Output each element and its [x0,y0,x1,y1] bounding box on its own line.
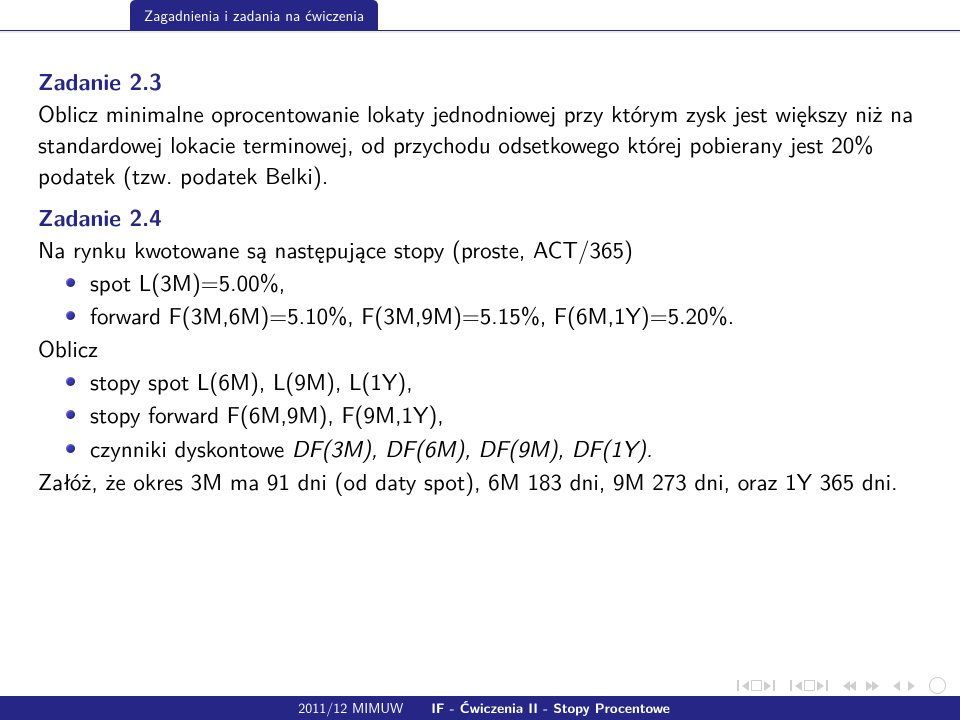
nav-frame[interactable] [790,680,829,691]
content: Zadanie 2.3 Oblicz minimalne oprocentowa… [0,33,960,497]
footer-right: IF - Ćwiczenia II - Stopy Procentowe [425,698,960,718]
li-italic: DF(3M), DF(6M), DF(9M), DF(1Y). [292,431,653,465]
circle-arrows-icon [929,677,946,694]
footer: 2011/12 MIMUW IF - Ćwiczenia II - Stopy … [0,696,960,720]
footer-left: 2011/12 MIMUW [0,698,425,718]
beamer-nav [737,677,946,694]
z24-oblicz: Oblicz [38,333,922,364]
square-icon [804,680,815,691]
slide: Zagadnienia i zadania na ćwiczenia Zadan… [0,0,960,720]
header: Zagadnienia i zadania na ćwiczenia [0,0,960,33]
section-tab: Zagadnienia i zadania na ćwiczenia [130,0,378,31]
z24-compute-list: stopy spot L(6M), L(9M), L(1Y), stopy fo… [66,366,922,463]
list-item: czynniki dyskontowe DF(3M), DF(6M), DF(9… [66,433,922,464]
nav-section[interactable] [843,681,879,691]
nav-subsection[interactable] [893,681,915,691]
square-icon [751,680,762,691]
nav-back-forward[interactable] [929,677,946,694]
list-item: stopy forward F(6M,9M), F(9M,1Y), [66,399,922,430]
nav-slide[interactable] [737,680,776,691]
list-item: spot L(3M)=5.00%, [66,267,922,298]
z23-body: Oblicz minimalne oprocentowanie lokaty j… [38,98,922,191]
z23-title: Zadanie 2.3 [38,65,922,96]
z24-title: Zadanie 2.4 [38,201,922,232]
z24-lead: Na rynku kwotowane są następujące stopy … [38,234,922,265]
list-item: forward F(3M,6M)=5.10%, F(3M,9M)=5.15%, … [66,300,922,331]
z24-tail: Załóż, że okres 3M ma 91 dni (od daty sp… [38,466,922,497]
list-item: stopy spot L(6M), L(9M), L(1Y), [66,366,922,397]
z24-given-rates: spot L(3M)=5.00%, forward F(3M,6M)=5.10%… [66,267,922,331]
li-prefix: czynniki dyskontowe [90,431,292,465]
